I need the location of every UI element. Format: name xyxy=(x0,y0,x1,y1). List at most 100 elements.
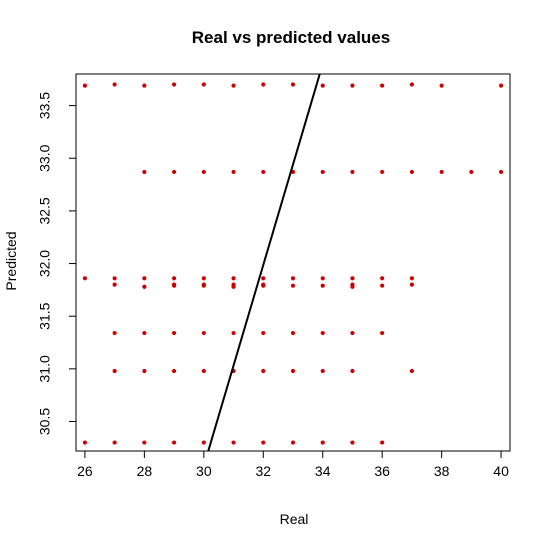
data-point xyxy=(291,331,295,335)
data-point xyxy=(261,170,265,174)
data-point xyxy=(202,440,206,444)
data-point xyxy=(142,369,146,373)
data-point xyxy=(172,276,176,280)
data-point xyxy=(231,331,235,335)
data-point xyxy=(380,284,384,288)
data-point xyxy=(172,82,176,86)
data-point xyxy=(172,331,176,335)
data-point xyxy=(291,440,295,444)
data-point xyxy=(321,284,325,288)
data-point xyxy=(499,83,503,87)
data-point xyxy=(410,82,414,86)
y-tick-label: 32.0 xyxy=(37,250,53,277)
data-point xyxy=(231,276,235,280)
y-tick-label: 32.5 xyxy=(37,197,53,224)
data-point xyxy=(142,440,146,444)
data-point xyxy=(321,331,325,335)
data-point xyxy=(231,283,235,287)
data-point xyxy=(142,331,146,335)
data-point xyxy=(172,369,176,373)
data-point xyxy=(83,276,87,280)
data-point xyxy=(113,369,117,373)
data-point xyxy=(350,369,354,373)
data-point xyxy=(380,170,384,174)
x-tick-label: 28 xyxy=(137,463,153,479)
data-point xyxy=(113,276,117,280)
data-point xyxy=(261,82,265,86)
data-point xyxy=(380,440,384,444)
plot-frame xyxy=(76,74,510,451)
data-point xyxy=(172,170,176,174)
data-point xyxy=(410,276,414,280)
x-tick-label: 30 xyxy=(196,463,212,479)
data-point xyxy=(410,170,414,174)
x-tick-label: 34 xyxy=(315,463,331,479)
data-points xyxy=(83,82,503,444)
x-tick-label: 26 xyxy=(77,463,93,479)
y-tick-label: 30.5 xyxy=(37,408,53,435)
data-point xyxy=(172,440,176,444)
data-point xyxy=(469,170,473,174)
data-point xyxy=(380,83,384,87)
data-point xyxy=(350,170,354,174)
data-point xyxy=(83,440,87,444)
data-point xyxy=(261,276,265,280)
data-point xyxy=(202,283,206,287)
data-point xyxy=(113,440,117,444)
data-point xyxy=(202,276,206,280)
data-point xyxy=(321,83,325,87)
x-axis-label: Real xyxy=(280,511,309,527)
data-point xyxy=(142,83,146,87)
x-tick-label: 36 xyxy=(374,463,390,479)
data-point xyxy=(350,83,354,87)
x-tick-label: 32 xyxy=(255,463,271,479)
data-point xyxy=(142,170,146,174)
data-point xyxy=(113,331,117,335)
data-point xyxy=(499,170,503,174)
data-point xyxy=(113,82,117,86)
data-point xyxy=(113,283,117,287)
data-point xyxy=(440,170,444,174)
x-tick-label: 40 xyxy=(493,463,509,479)
data-point xyxy=(440,83,444,87)
data-point xyxy=(321,440,325,444)
data-point xyxy=(142,276,146,280)
chart-marks: 26 28 30 32 34 36 38 40 30.5 31.0 31.5 32.0 32.5 33.0… xyxy=(37,74,509,479)
data-point xyxy=(321,369,325,373)
x-tick-label: 38 xyxy=(434,463,450,479)
data-point xyxy=(231,83,235,87)
data-point xyxy=(350,331,354,335)
data-point xyxy=(291,369,295,373)
data-point xyxy=(202,369,206,373)
data-point xyxy=(261,283,265,287)
data-point xyxy=(202,331,206,335)
data-point xyxy=(291,82,295,86)
chart-title: Real vs predicted values xyxy=(192,28,390,47)
data-point xyxy=(142,285,146,289)
data-point xyxy=(202,82,206,86)
data-point xyxy=(410,369,414,373)
y-tick-label: 33.5 xyxy=(37,92,53,119)
data-point xyxy=(291,276,295,280)
y-tick-label: 33.0 xyxy=(37,144,53,171)
data-point xyxy=(350,440,354,444)
y-axis-label: Predicted xyxy=(3,231,19,290)
data-point xyxy=(83,83,87,87)
data-point xyxy=(380,276,384,280)
data-point xyxy=(350,276,354,280)
data-point xyxy=(231,170,235,174)
data-point xyxy=(261,369,265,373)
y-tick-label: 31.0 xyxy=(37,355,53,382)
data-point xyxy=(410,283,414,287)
reference-line xyxy=(208,74,319,451)
data-point xyxy=(321,170,325,174)
data-point xyxy=(380,331,384,335)
data-point xyxy=(231,440,235,444)
y-tick-label: 31.5 xyxy=(37,302,53,329)
data-point xyxy=(321,276,325,280)
data-point xyxy=(172,283,176,287)
data-point xyxy=(350,283,354,287)
data-point xyxy=(291,284,295,288)
